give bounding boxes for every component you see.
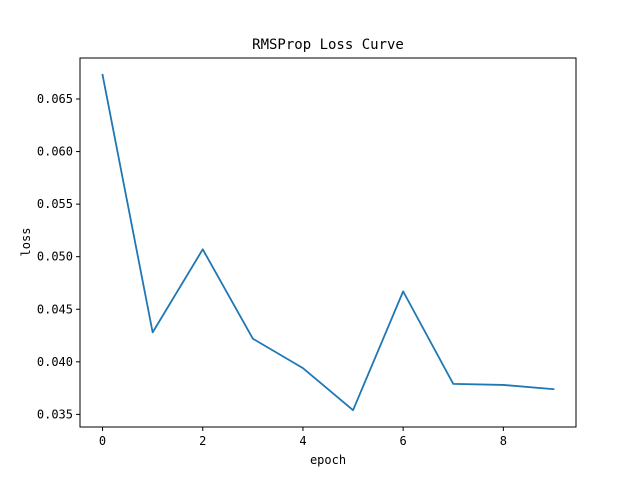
y-tick-label: 0.050 [37,250,73,264]
plot-area: 0 2 4 6 8 0.035 0.040 0.045 0.050 0.055 0.060 0.065 [37,57,577,448]
x-tick-label: 4 [299,434,306,448]
y-tick-label: 0.055 [37,197,73,211]
x-tick-label: 0 [99,434,106,448]
x-tick-label: 6 [400,434,407,448]
y-tick-label: 0.065 [37,92,73,106]
y-tick-label: 0.060 [37,145,73,159]
x-tick-label: 2 [199,434,206,448]
axes-frame [79,57,577,428]
x-tick-label: 8 [500,434,507,448]
y-axis-title: loss [19,228,33,257]
chart-title: RMSProp Loss Curve [252,37,404,53]
x-axis-title: epoch [310,453,346,467]
series-line-0 [101,73,555,412]
y-tick-label: 0.040 [37,355,73,369]
y-tick-label: 0.035 [37,407,73,421]
y-tick-label: 0.045 [37,302,73,316]
